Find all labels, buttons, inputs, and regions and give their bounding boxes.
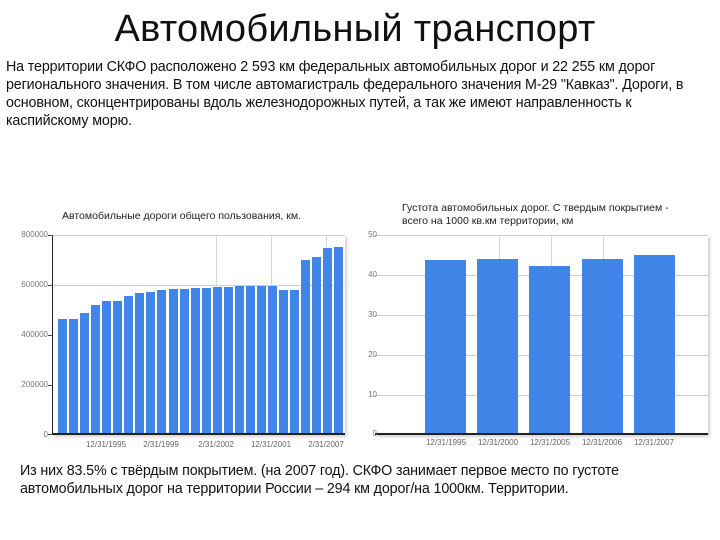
bar [245, 286, 255, 435]
bar [135, 293, 145, 435]
x-tick-label: 12/31/1995 [425, 438, 467, 447]
y-tick-mark [48, 285, 53, 286]
bar [168, 289, 178, 435]
x-axis [375, 433, 708, 435]
bar [223, 287, 233, 435]
bar [113, 301, 123, 435]
y-tick-mark [48, 335, 53, 336]
bar [290, 290, 300, 435]
bar-series [375, 235, 708, 435]
y-tick-mark [48, 235, 53, 236]
bar [58, 319, 67, 435]
gridline [52, 285, 345, 286]
bar [633, 254, 675, 435]
intro-paragraph: На территории СКФО расположено 2 593 км … [6, 59, 684, 129]
bar [301, 260, 311, 435]
road-density-chart: Густота автомобильных дорог. С твердым п… [360, 195, 720, 455]
x-tick-label: 12/31/2007 [633, 438, 675, 447]
gridline [52, 235, 345, 236]
x-tick-label: 12/31/1995 [85, 440, 127, 449]
y-tick-label: 30 [368, 310, 377, 319]
bar [279, 290, 288, 435]
bar [80, 313, 90, 435]
plot-area [375, 235, 708, 435]
x-tick-label: 12/31/2001 [250, 440, 292, 449]
bar [157, 290, 167, 435]
bar [234, 286, 244, 435]
bar [267, 285, 277, 435]
y-tick-label: 600000 [21, 280, 48, 289]
bar [529, 265, 571, 435]
y-tick-label: 0 [43, 430, 48, 439]
bar [190, 288, 200, 435]
bar [102, 301, 112, 435]
bar [323, 248, 333, 435]
bar-series [52, 235, 345, 435]
y-tick-label: 400000 [21, 330, 48, 339]
bar [334, 247, 344, 435]
x-tick-label: 12/31/2000 [477, 438, 519, 447]
bar [179, 289, 189, 435]
x-axis [52, 433, 345, 435]
bar [312, 257, 322, 435]
footer-paragraph: Из них 83.5% с твёрдым покрытием. (на 20… [20, 463, 619, 497]
x-tick-label: 2/31/1999 [143, 440, 179, 449]
x-tick-label: 12/31/2005 [529, 438, 571, 447]
y-tick-label: 10 [368, 390, 377, 399]
y-tick-label: 800000 [21, 230, 48, 239]
bar [477, 259, 519, 435]
bar [201, 288, 211, 435]
bar [581, 259, 623, 435]
y-tick-label: 200000 [21, 380, 48, 389]
bar [146, 292, 156, 435]
roads-length-chart: Автомобильные дороги общего пользования,… [0, 200, 360, 455]
bar [69, 319, 79, 435]
y-tick-label: 20 [368, 350, 377, 359]
chart-title: Автомобильные дороги общего пользования,… [62, 210, 301, 222]
bar [256, 285, 266, 435]
chart-title: Густота автомобильных дорог. С твердым п… [402, 202, 669, 227]
slide-title: Автомобильный транспорт [114, 8, 596, 50]
x-tick-label: 12/31/2006 [581, 438, 623, 447]
y-tick-mark [48, 434, 53, 435]
gridline [375, 235, 708, 236]
y-tick-label: 40 [368, 270, 377, 279]
bar [91, 305, 101, 435]
y-tick-mark [48, 385, 53, 386]
x-tick-label: 2/31/2002 [198, 440, 234, 449]
bar [212, 287, 222, 435]
x-tick-label: 2/31/2007 [308, 440, 344, 449]
y-tick-label: 50 [368, 230, 377, 239]
bar [425, 259, 466, 435]
plot-area [52, 235, 345, 435]
bar [124, 296, 134, 435]
y-tick-label: 0 [372, 429, 377, 438]
